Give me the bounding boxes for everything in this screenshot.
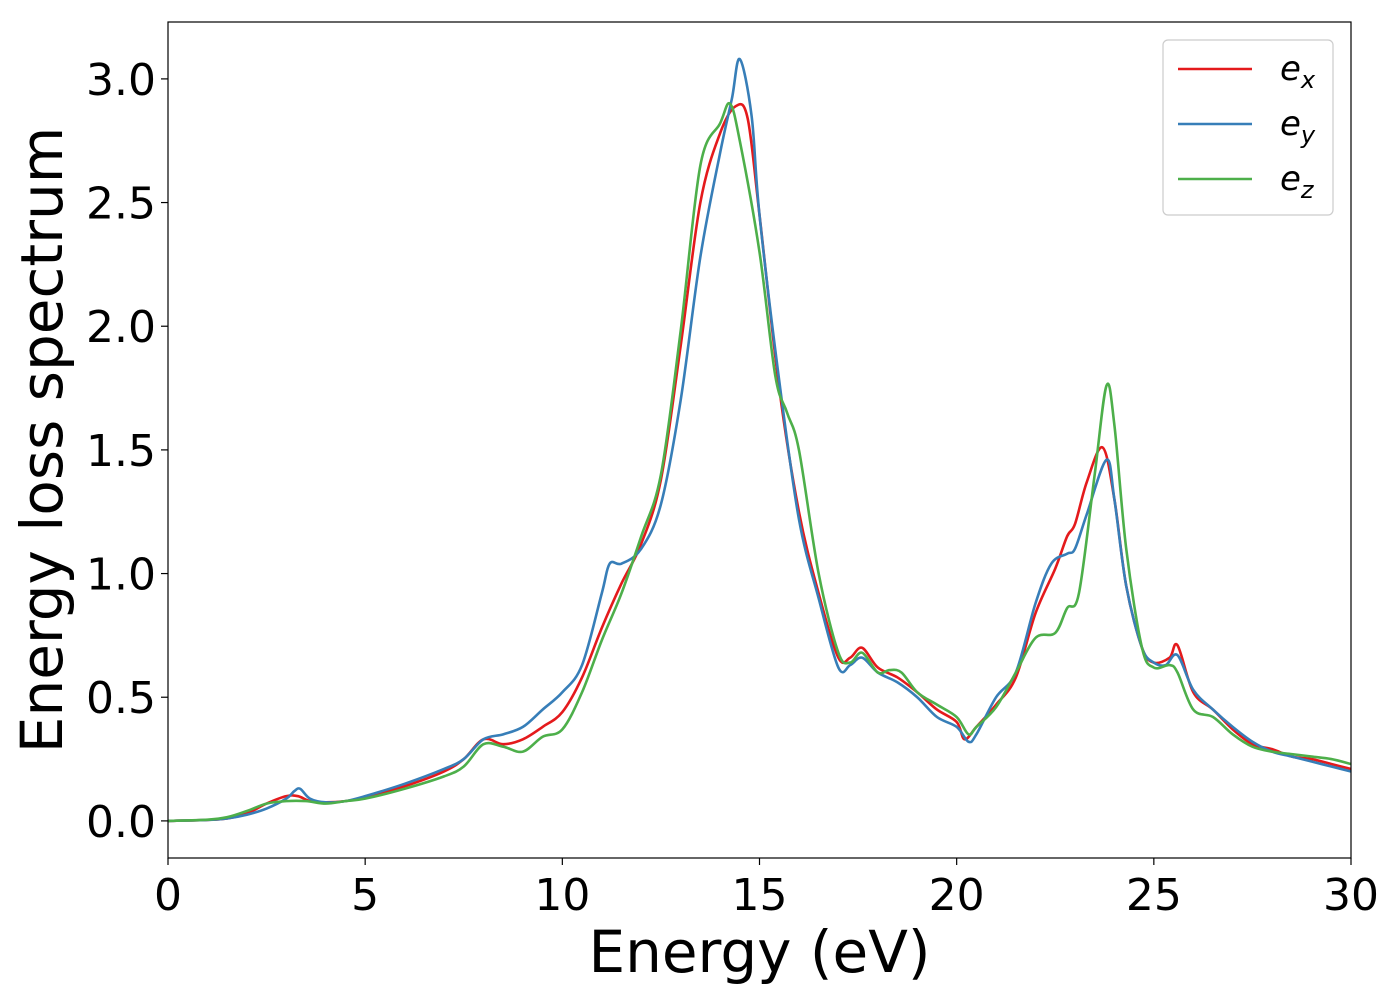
x-tick-label: 20 xyxy=(929,870,985,921)
x-tick-label: 10 xyxy=(534,870,590,921)
y-tick-label: 0.0 xyxy=(86,797,156,848)
series-line-z xyxy=(168,101,1351,823)
x-tick-label: 5 xyxy=(351,870,379,921)
legend-box xyxy=(1162,39,1334,216)
legend: ex ey ez xyxy=(1162,39,1334,216)
x-tick-label: 30 xyxy=(1323,870,1379,921)
y-tick-label: 2.5 xyxy=(86,179,156,230)
legend-label-z: ez xyxy=(1280,159,1315,204)
x-tick-label: 0 xyxy=(154,870,182,921)
y-tick-label: 3.0 xyxy=(86,55,156,106)
y-tick-label: 1.0 xyxy=(86,550,156,601)
y-axis-title: Energy loss spectrum xyxy=(8,127,76,753)
x-tick-label: 25 xyxy=(1126,870,1182,921)
x-axis-title: Energy (eV) xyxy=(588,918,930,986)
y-tick-label: 1.5 xyxy=(86,426,156,477)
legend-label-y: ey xyxy=(1280,104,1316,149)
y-tick-label: 2.0 xyxy=(86,302,156,353)
legend-label-x: ex xyxy=(1280,49,1316,94)
y-tick-label: 0.5 xyxy=(86,673,156,724)
x-tick-label: 15 xyxy=(732,870,788,921)
